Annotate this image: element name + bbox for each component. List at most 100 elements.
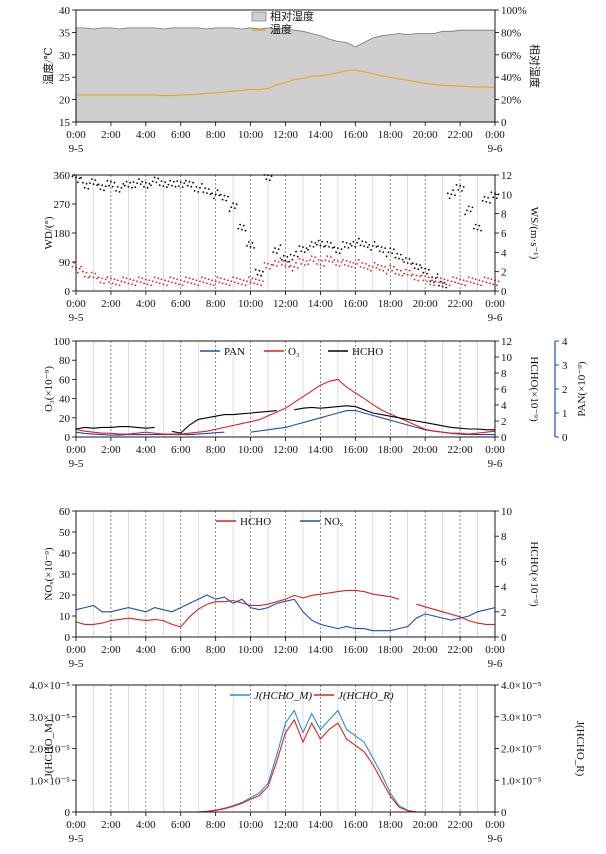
- x-date-label: 9-6: [488, 312, 503, 324]
- series-point: [146, 186, 149, 189]
- series-point: [307, 249, 309, 251]
- series-point: [138, 178, 140, 181]
- series-point: [384, 247, 386, 250]
- y-left-tick-label: 270: [54, 199, 71, 211]
- legend-label: 相对湿度: [270, 9, 314, 23]
- series-point: [160, 278, 163, 281]
- series-point: [293, 254, 296, 257]
- series-line: [76, 69, 496, 97]
- x-tick-label: 4:00: [136, 129, 156, 141]
- series-point: [438, 281, 440, 284]
- series-point: [241, 283, 243, 286]
- series-point: [387, 251, 390, 254]
- y-right-tick-label: 4: [501, 247, 507, 259]
- series-point: [87, 276, 90, 279]
- chart-panel-1: 0:00 2:00 4:00 6:00 8:00 10:00 12:00 14:00 16:00…: [41, 5, 542, 155]
- series-point: [150, 184, 152, 187]
- x-tick-label: 2:00: [101, 129, 121, 141]
- series-point: [490, 278, 493, 281]
- series-point: [92, 276, 95, 279]
- series-point: [406, 273, 409, 276]
- x-tick-label: 2:00: [101, 298, 121, 310]
- series-point: [132, 279, 135, 282]
- series-point: [82, 270, 84, 273]
- series-point: [328, 246, 330, 248]
- series-point: [424, 275, 427, 278]
- series-point: [315, 243, 318, 246]
- series-point: [419, 275, 421, 278]
- series-point: [448, 284, 451, 287]
- series-point: [178, 185, 180, 188]
- series-point: [300, 263, 303, 265]
- y-right-tick-label: 12: [501, 336, 512, 348]
- series-point: [96, 184, 98, 187]
- series-point: [166, 186, 168, 189]
- series-point: [417, 279, 420, 282]
- y-right-tick-label: 2.0×10⁻⁵: [501, 744, 542, 756]
- series-point: [151, 180, 154, 183]
- series-point: [408, 269, 411, 272]
- series-point: [256, 283, 259, 286]
- series-point: [230, 280, 233, 283]
- series-point: [473, 282, 475, 285]
- series-point: [338, 252, 341, 255]
- series-point: [99, 188, 102, 191]
- series-point: [113, 181, 116, 184]
- series-point: [352, 262, 355, 264]
- x-date-label: 9-5: [69, 658, 84, 670]
- series-point: [478, 279, 481, 282]
- series-point: [218, 281, 221, 284]
- series-point: [413, 267, 416, 270]
- series-point: [106, 179, 109, 182]
- series-point: [378, 250, 381, 253]
- series-point: [127, 185, 130, 188]
- series-point: [123, 281, 126, 284]
- series-point: [452, 276, 455, 279]
- series-point: [461, 190, 463, 192]
- y-left-tick-label: 3.0×10⁻⁵: [29, 712, 70, 724]
- y-right-tick-label: 8: [501, 368, 507, 380]
- x-tick-label: 12:00: [273, 298, 299, 310]
- x-tick-label: 20:00: [413, 129, 439, 141]
- series-point: [202, 281, 205, 284]
- series-point: [83, 275, 86, 278]
- series-point: [429, 280, 432, 282]
- x-date-label: 9-6: [488, 833, 503, 845]
- series-point: [293, 265, 296, 268]
- series-point: [371, 245, 374, 247]
- series-point: [82, 181, 84, 184]
- series-point: [474, 223, 477, 226]
- series-point: [111, 282, 114, 285]
- series-point: [431, 276, 433, 278]
- series-point: [446, 279, 449, 282]
- series-point: [244, 284, 247, 287]
- series-point: [335, 251, 337, 254]
- series-point: [347, 247, 350, 249]
- series-point: [433, 284, 435, 287]
- x-tick-label: 0:00: [66, 129, 86, 141]
- series-point: [289, 264, 292, 267]
- y-right-tick-label: 2: [501, 267, 507, 279]
- series-point: [469, 281, 472, 284]
- series-point: [422, 271, 425, 274]
- y-right-tick-label: 8: [501, 209, 507, 221]
- y-right2-tick-label: 1: [562, 408, 568, 420]
- y-left-tick-label: 1.0×10⁻⁵: [29, 775, 70, 787]
- y-left-label: NOₓ(×10⁻⁹): [43, 547, 55, 601]
- series-point: [179, 181, 182, 184]
- series-point: [347, 265, 350, 267]
- series-point: [181, 284, 184, 287]
- series-point: [85, 182, 88, 185]
- series-point: [221, 282, 224, 285]
- series-point: [239, 278, 242, 281]
- series-point: [365, 263, 367, 265]
- series-point: [274, 260, 276, 262]
- series-point: [108, 184, 110, 187]
- y-right2-tick-label: 4: [562, 336, 568, 348]
- series-point: [282, 260, 285, 262]
- y-right-tick-label: 2: [501, 607, 507, 619]
- series-point: [373, 261, 376, 264]
- series-point: [211, 192, 214, 195]
- series-point: [483, 276, 486, 279]
- series-point: [434, 280, 437, 283]
